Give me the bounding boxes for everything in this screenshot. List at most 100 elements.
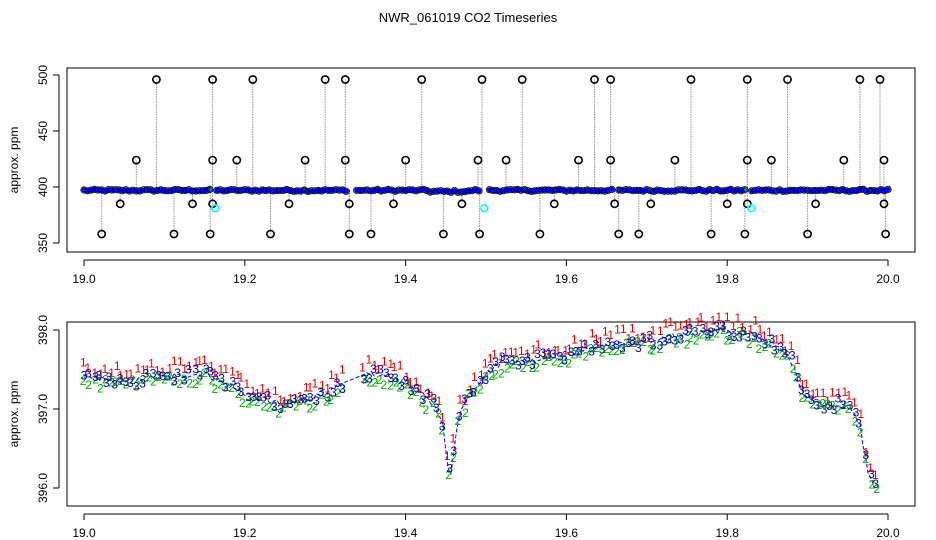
marker-label-2: 2: [372, 375, 379, 389]
marker-label-1: 1: [482, 356, 489, 370]
marker-label-3: 3: [700, 322, 707, 336]
marker-label-3: 3: [855, 417, 862, 431]
baseline-point-outline: [608, 185, 616, 193]
outlier-point: [706, 229, 716, 239]
marker-label-2: 2: [293, 400, 300, 414]
marker-label-1: 1: [720, 318, 727, 332]
marker-label-2: 2: [587, 342, 594, 356]
marker-label-1: 1: [614, 322, 621, 336]
marker-label-3: 3: [640, 331, 647, 345]
marker-label-1: 1: [814, 386, 821, 400]
outlier-point: [438, 229, 448, 239]
marker-label-3: 3: [771, 344, 778, 358]
marker-label-2: 2: [841, 398, 848, 412]
marker-label-2: 2: [471, 386, 478, 400]
marker-label-2: 2: [85, 378, 92, 392]
marker-label-3: 3: [568, 345, 575, 359]
marker-label-1: 1: [181, 362, 188, 376]
marker-label-1: 1: [541, 348, 548, 362]
outlier-point: [614, 229, 624, 239]
marker-label-2: 2: [524, 355, 531, 369]
flagged-point: [480, 204, 489, 213]
marker-label-1: 1: [683, 317, 690, 331]
marker-label-1: 1: [166, 361, 173, 375]
marker-label-1: 1: [578, 337, 585, 351]
marker-label-2: 2: [275, 407, 282, 421]
marker-label-1: 1: [297, 390, 304, 404]
marker-label-1: 1: [154, 363, 161, 377]
marker-label-3: 3: [798, 383, 805, 397]
marker-label-3: 3: [573, 345, 580, 359]
marker-label-1: 1: [307, 381, 314, 395]
marker-label-2: 2: [739, 329, 746, 343]
marker-label-1: 1: [186, 359, 193, 373]
marker-label-1: 1: [734, 311, 741, 325]
marker-label-1: 1: [640, 330, 647, 344]
marker-label-2: 2: [381, 378, 388, 392]
marker-label-2: 2: [462, 406, 469, 420]
x-tick-label-top: 19.2: [233, 272, 257, 286]
marker-label-1: 1: [148, 356, 155, 370]
marker-label-2: 2: [746, 337, 753, 351]
marker-label-2: 2: [676, 331, 683, 345]
marker-label-3: 3: [708, 325, 715, 339]
marker-label-3: 3: [592, 337, 599, 351]
marker-label-3: 3: [106, 370, 113, 384]
marker-label-2: 2: [835, 404, 842, 418]
outlier-point: [722, 199, 732, 209]
marker-label-1: 1: [530, 343, 537, 357]
marker-label-3: 3: [813, 399, 820, 413]
marker-label-3: 3: [388, 371, 395, 385]
marker-label-1: 1: [85, 361, 92, 375]
marker-label-2: 2: [509, 358, 516, 372]
marker-label-3: 3: [424, 387, 431, 401]
marker-label-2: 2: [634, 335, 641, 349]
marker-label-3: 3: [686, 322, 693, 336]
marker-label-1: 1: [281, 395, 288, 409]
marker-label-2: 2: [666, 332, 673, 346]
marker-label-1: 1: [171, 354, 178, 368]
marker-label-3: 3: [831, 403, 838, 417]
baseline-point-outline: [884, 185, 892, 193]
marker-label-3: 3: [222, 381, 229, 395]
outlier-point: [151, 75, 161, 84]
outlier-point: [606, 75, 615, 84]
marker-label-2: 2: [640, 335, 647, 349]
marker-label-2: 2: [92, 372, 99, 386]
marker-label-1: 1: [462, 394, 469, 408]
marker-label-3: 3: [804, 387, 811, 401]
marker-label-3: 3: [599, 342, 606, 356]
marker-label-1: 1: [254, 387, 261, 401]
marker-label-2: 2: [873, 482, 880, 496]
marker-label-1: 1: [108, 366, 115, 380]
marker-label-3: 3: [307, 391, 314, 405]
marker-label-2: 2: [477, 383, 484, 397]
marker-label-1: 1: [662, 317, 669, 331]
marker-label-1: 1: [562, 344, 569, 358]
marker-label-2: 2: [482, 369, 489, 383]
baseline-point: [609, 186, 615, 192]
marker-label-2: 2: [161, 373, 168, 387]
baseline-point-inner: [744, 188, 748, 192]
marker-label-2: 2: [312, 400, 319, 414]
marker-label-3: 3: [508, 353, 515, 367]
marker-label-3: 3: [789, 349, 796, 363]
marker-label-2: 2: [593, 341, 600, 355]
marker-label-2: 2: [862, 452, 869, 466]
axes-bottom: 19.0 19.2 19.4 19.6 19.8 20.0 396.0 397.0 398.0: [36, 315, 900, 540]
marker-label-1: 1: [487, 351, 494, 365]
outlier-point: [457, 199, 467, 209]
marker-label-2: 2: [323, 394, 330, 408]
x-tick-label-top: 19.6: [555, 272, 579, 286]
marker-label-3: 3: [604, 335, 611, 349]
marker-label-2: 2: [488, 369, 495, 383]
marker-label-2: 2: [799, 391, 806, 405]
marker-label-2: 2: [803, 391, 810, 405]
marker-label-3: 3: [450, 444, 457, 458]
marker-label-2: 2: [720, 323, 727, 337]
outlier-point: [266, 229, 275, 239]
marker-label-2: 2: [209, 374, 216, 388]
marker-label-2: 2: [304, 394, 311, 408]
marker-label-2: 2: [613, 344, 620, 358]
marker-label-1: 1: [211, 366, 218, 380]
